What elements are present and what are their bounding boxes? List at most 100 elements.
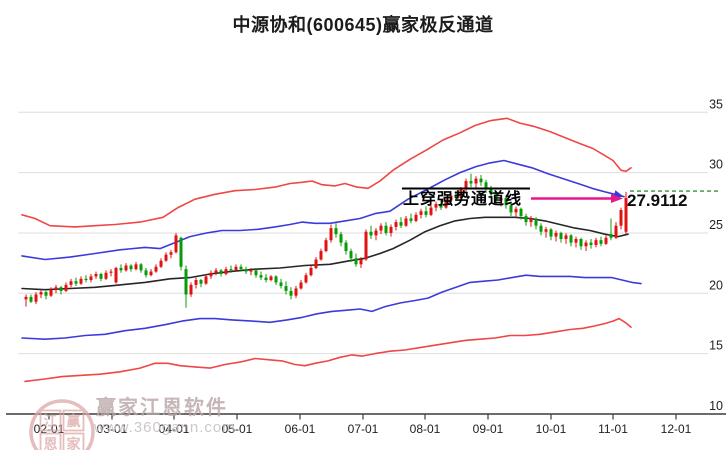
x-tick-label: 03-01 [97, 422, 128, 436]
candle-body [384, 225, 388, 233]
candle-body [319, 251, 323, 260]
candle-body [514, 208, 518, 213]
candle-body [589, 242, 593, 246]
candle-body [284, 286, 288, 291]
channel-line-outer-bottom-red [24, 317, 632, 383]
candle-body [34, 294, 38, 302]
candle-body [74, 281, 78, 284]
candle-body [44, 292, 48, 296]
candle-body [469, 181, 473, 184]
annotation-price-value: 27.9112 [627, 191, 688, 210]
candle-body [484, 182, 488, 190]
seal-char: 家 [67, 436, 82, 450]
candle-body [444, 200, 448, 208]
candle-body [224, 269, 228, 274]
candle-body [539, 225, 543, 232]
seal-char: 赢 [67, 413, 81, 429]
candle-body [354, 258, 358, 265]
candle-body [79, 278, 83, 284]
candle-body [114, 267, 118, 283]
candle-body [124, 265, 128, 271]
candle-body [39, 292, 43, 295]
candle-body [189, 284, 193, 295]
candle-body [479, 178, 483, 183]
x-tick-label: 11-01 [598, 422, 628, 436]
candle-body [154, 266, 158, 272]
candle-body [84, 278, 88, 281]
candle-body [624, 197, 628, 232]
candle-body [164, 254, 168, 261]
candle-body [309, 267, 313, 276]
candle-body [169, 252, 173, 255]
candle-body [564, 235, 568, 239]
candle-body [159, 260, 163, 267]
candle-body [234, 266, 238, 271]
x-tick-label: 07-01 [348, 422, 379, 436]
candle-body [239, 266, 243, 270]
y-tick-label: 20 [709, 278, 723, 292]
x-tick-label: 05-01 [222, 422, 253, 436]
y-tick-label: 35 [709, 97, 723, 111]
x-tick-label: 10-01 [536, 422, 567, 436]
x-tick-label: 12-01 [661, 422, 692, 436]
candle-body [534, 218, 538, 226]
y-tick-label: 25 [709, 218, 723, 232]
candle-body [404, 218, 408, 226]
candle-body [99, 273, 103, 279]
candle-body [619, 210, 623, 226]
candle-body [399, 222, 403, 226]
candle-body [64, 284, 68, 291]
channel-line-inner-top-blue [21, 159, 625, 261]
channel-line-inner-bottom-blue [21, 274, 642, 340]
candle-body [69, 281, 73, 285]
candle-body [509, 205, 513, 213]
seal-box [39, 432, 62, 450]
candle-body [429, 207, 433, 215]
candle-body [494, 194, 498, 201]
candle-body [119, 267, 123, 271]
candle-body [379, 225, 383, 231]
candle-body [544, 229, 548, 232]
candle-body [519, 208, 523, 217]
candle-body [49, 289, 53, 296]
x-tick-label: 02-01 [34, 422, 65, 436]
candle-body [569, 235, 573, 243]
seal-char: 恩 [44, 436, 58, 450]
candle-body [184, 269, 188, 295]
candle-body [194, 280, 198, 285]
candle-body [144, 270, 148, 276]
candle-body [394, 222, 398, 227]
candle-body [459, 189, 463, 198]
y-tick-label: 15 [709, 339, 723, 353]
x-tick-label: 08-01 [410, 422, 441, 436]
x-tick-label: 09-01 [473, 422, 504, 436]
y-tick-label: 30 [709, 158, 723, 172]
candle-body [574, 238, 578, 243]
candle-body [279, 282, 283, 287]
seal-box [62, 432, 85, 450]
candle-body [599, 240, 603, 244]
candle-body [414, 214, 418, 221]
candle-body [104, 272, 108, 279]
candle-body [419, 211, 423, 215]
candle-body [409, 218, 413, 221]
seal-box [39, 409, 62, 432]
candle-body [304, 275, 308, 283]
candle-body [204, 276, 208, 284]
annotation-arrow-head [611, 194, 623, 203]
candle-body [314, 259, 318, 268]
candle-body [334, 228, 338, 235]
candle-body [559, 232, 563, 239]
candle-body [364, 231, 368, 260]
watermark-url-text: www.360gann.com [94, 419, 236, 436]
candle-body [174, 235, 178, 253]
candle-body [254, 270, 258, 276]
candle-body [24, 296, 28, 300]
y-tick-label: 10 [709, 399, 723, 413]
candle-body [524, 216, 528, 223]
candle-body [219, 270, 223, 274]
candle-body [584, 242, 588, 247]
candle-body [199, 280, 203, 284]
candle-body [449, 195, 453, 201]
